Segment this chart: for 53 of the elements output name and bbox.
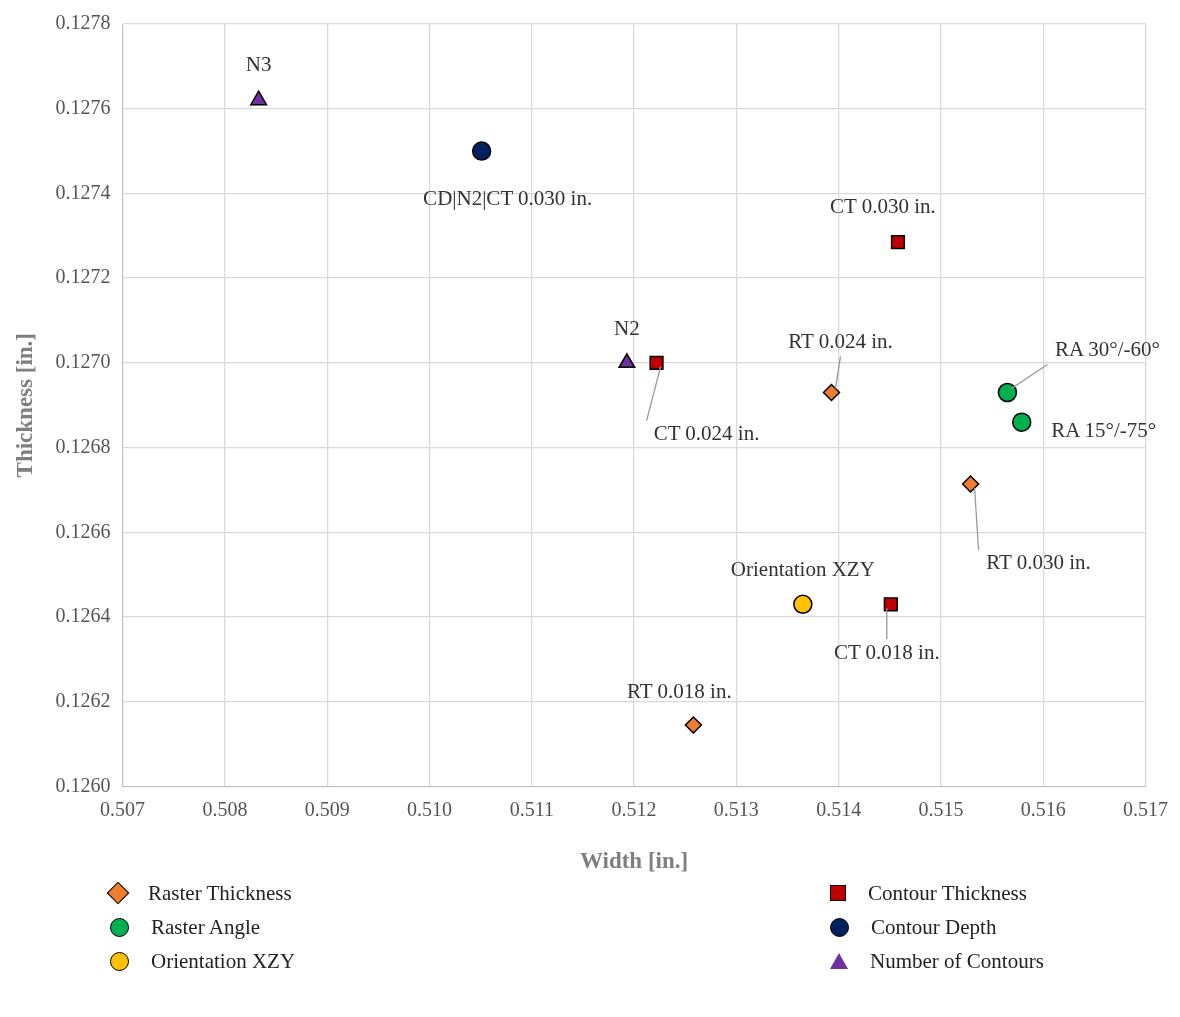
x-tick-label: 0.509: [304, 797, 350, 820]
point: [250, 90, 268, 106]
annotation: CT 0.018 in.: [833, 639, 940, 664]
point: [684, 716, 703, 734]
annotation: RT 0.024 in.: [788, 329, 893, 354]
point: [961, 475, 980, 493]
point: [822, 383, 841, 402]
y-tick-label: 0.1260: [55, 773, 111, 796]
y-tick-label: 0.1272: [55, 265, 111, 288]
legend-label: Number of Contours: [870, 948, 1044, 974]
annotation: CD|N2|CT 0.030 in.: [423, 185, 593, 210]
point: [883, 597, 898, 612]
x-tick-label: 0.515: [918, 797, 964, 820]
x-tick-label: 0.507: [100, 797, 146, 820]
x-tick-label: 0.512: [611, 797, 657, 820]
y-axis-title: Thickness [in.]: [11, 332, 37, 478]
annotation: N3: [245, 51, 272, 76]
point: [649, 355, 664, 370]
y-tick-label: 0.1264: [55, 604, 111, 627]
point: [793, 594, 813, 615]
legend-label: Raster Angle: [151, 914, 261, 940]
point: [1011, 412, 1032, 432]
x-tick-label: 0.511: [509, 797, 554, 820]
annotation: CT 0.024 in.: [653, 421, 760, 446]
annotation: RA 15°/-75°: [1051, 417, 1157, 442]
point: [471, 141, 492, 161]
legend-label: Raster Thickness: [148, 880, 292, 906]
annotation: Orientation XZY: [730, 556, 875, 581]
legend-label: Contour Depth: [871, 914, 997, 940]
y-tick-label: 0.1266: [55, 519, 111, 542]
x-tick-label: 0.514: [816, 797, 862, 820]
point: [997, 382, 1018, 403]
legend-label: Contour Thickness: [868, 880, 1027, 906]
x-tick-label: 0.517: [1123, 797, 1168, 820]
point: [618, 353, 636, 369]
y-tick-label: 0.1278: [55, 11, 111, 34]
y-tick-label: 0.1274: [55, 180, 111, 203]
x-tick-label: 0.510: [406, 797, 452, 820]
y-tick-label: 0.1270: [55, 350, 111, 373]
annotation: CT 0.030 in.: [830, 193, 936, 218]
x-tick-label: 0.513: [713, 797, 759, 820]
legend-label: Orientation XZY: [151, 948, 296, 974]
x-tick-label: 0.508: [202, 797, 248, 820]
annotation: RA 30°/-60°: [1054, 337, 1160, 362]
x-tick-label: 0.516: [1020, 797, 1066, 820]
y-tick-label: 0.1262: [55, 688, 111, 711]
x-axis-title: Width [in.]: [579, 848, 689, 874]
y-tick-label: 0.1268: [55, 434, 111, 457]
point: [890, 235, 906, 250]
annotation: RT 0.018 in.: [627, 678, 732, 703]
y-tick-label: 0.1276: [55, 95, 111, 118]
annotation: N2: [614, 316, 640, 341]
annotation: RT 0.030 in.: [986, 550, 1091, 575]
